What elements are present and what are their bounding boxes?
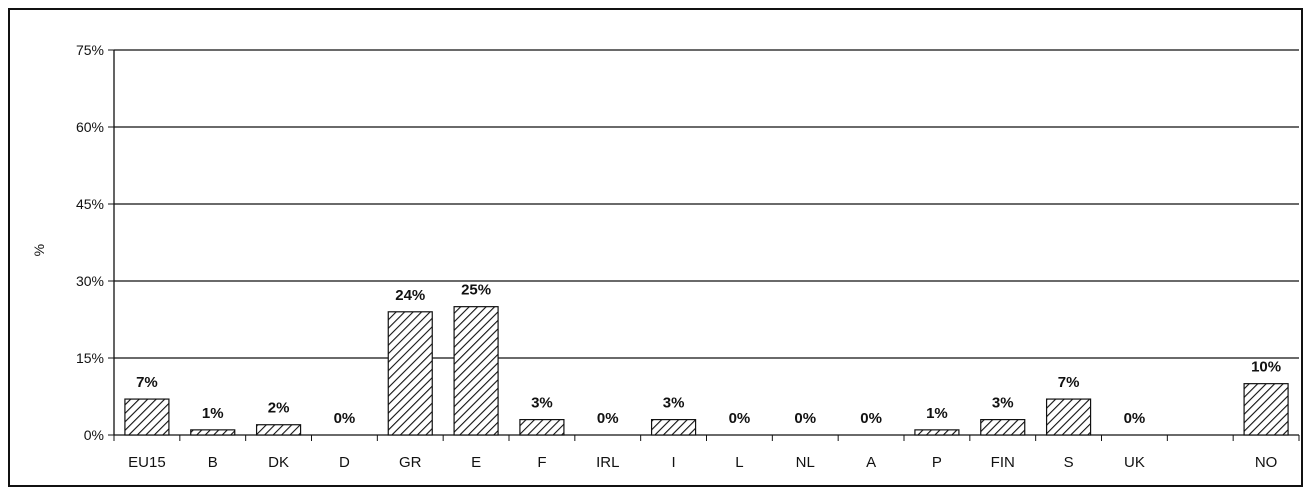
bar [650, 419, 697, 436]
data-label: 0% [729, 410, 751, 427]
x-tick-label: B [208, 454, 218, 471]
x-tick-label: E [471, 454, 481, 471]
data-label: 7% [136, 374, 158, 391]
bar [190, 429, 236, 436]
data-label: 3% [663, 395, 685, 412]
data-label: 24% [395, 287, 425, 304]
x-tick-label: S [1064, 454, 1074, 471]
y-tick-label: 0% [84, 427, 104, 443]
bar-chart: 0% 15% 30% 45% 60% 75% 7% EU15 1% B 2% DK 0% D 24% GR 25… [31, 42, 1300, 471]
bar [980, 419, 1026, 436]
data-label: 25% [461, 282, 491, 299]
data-label: 0% [1124, 410, 1146, 427]
x-tick-label: A [866, 454, 876, 471]
axes [108, 49, 1300, 441]
data-label: 0% [334, 410, 356, 427]
bar [453, 306, 499, 436]
x-tick-label: IRL [596, 454, 619, 471]
y-tick-label: 60% [76, 119, 104, 135]
x-tick-label: EU15 [128, 454, 166, 471]
data-label: 3% [992, 395, 1014, 412]
data-label: 1% [202, 405, 224, 422]
chart-frame: 0% 15% 30% 45% 60% 75% 7% EU15 1% B 2% DK 0% D 24% GR 25… [8, 8, 1303, 487]
x-tick-label: L [735, 454, 743, 471]
x-tick-label: GR [399, 454, 422, 471]
x-tick-label: NO [1255, 454, 1278, 471]
data-label: 7% [1058, 374, 1080, 391]
bar [255, 424, 302, 436]
data-label: 1% [926, 405, 948, 422]
data-label: 10% [1251, 359, 1281, 376]
bar [1243, 383, 1289, 436]
y-tick-label: 15% [76, 350, 104, 366]
bar [519, 419, 565, 436]
x-tick-label: D [339, 454, 350, 471]
labels: 0% 15% 30% 45% 60% 75% 7% EU15 1% B 2% DK 0% D 24% GR 25… [76, 42, 1281, 471]
x-tick-label: FIN [991, 454, 1015, 471]
bar [124, 398, 170, 436]
x-tick-label: UK [1124, 454, 1145, 471]
gridlines [114, 49, 1299, 359]
x-tick-label: DK [268, 454, 289, 471]
x-tick-label: F [537, 454, 546, 471]
data-label: 0% [794, 410, 816, 427]
y-tick-label: 45% [76, 196, 104, 212]
y-axis-title: % [31, 244, 47, 256]
bars [124, 306, 1289, 436]
bar [387, 311, 433, 436]
bar [914, 429, 960, 436]
data-label: 2% [268, 400, 290, 417]
data-label: 0% [597, 410, 619, 427]
x-tick-label: NL [796, 454, 815, 471]
x-tick-label: P [932, 454, 942, 471]
y-tick-label: 30% [76, 273, 104, 289]
data-label: 3% [531, 395, 553, 412]
data-label: 0% [860, 410, 882, 427]
y-tick-label: 75% [76, 42, 104, 58]
bar [1045, 398, 1092, 436]
x-tick-label: I [671, 454, 675, 471]
